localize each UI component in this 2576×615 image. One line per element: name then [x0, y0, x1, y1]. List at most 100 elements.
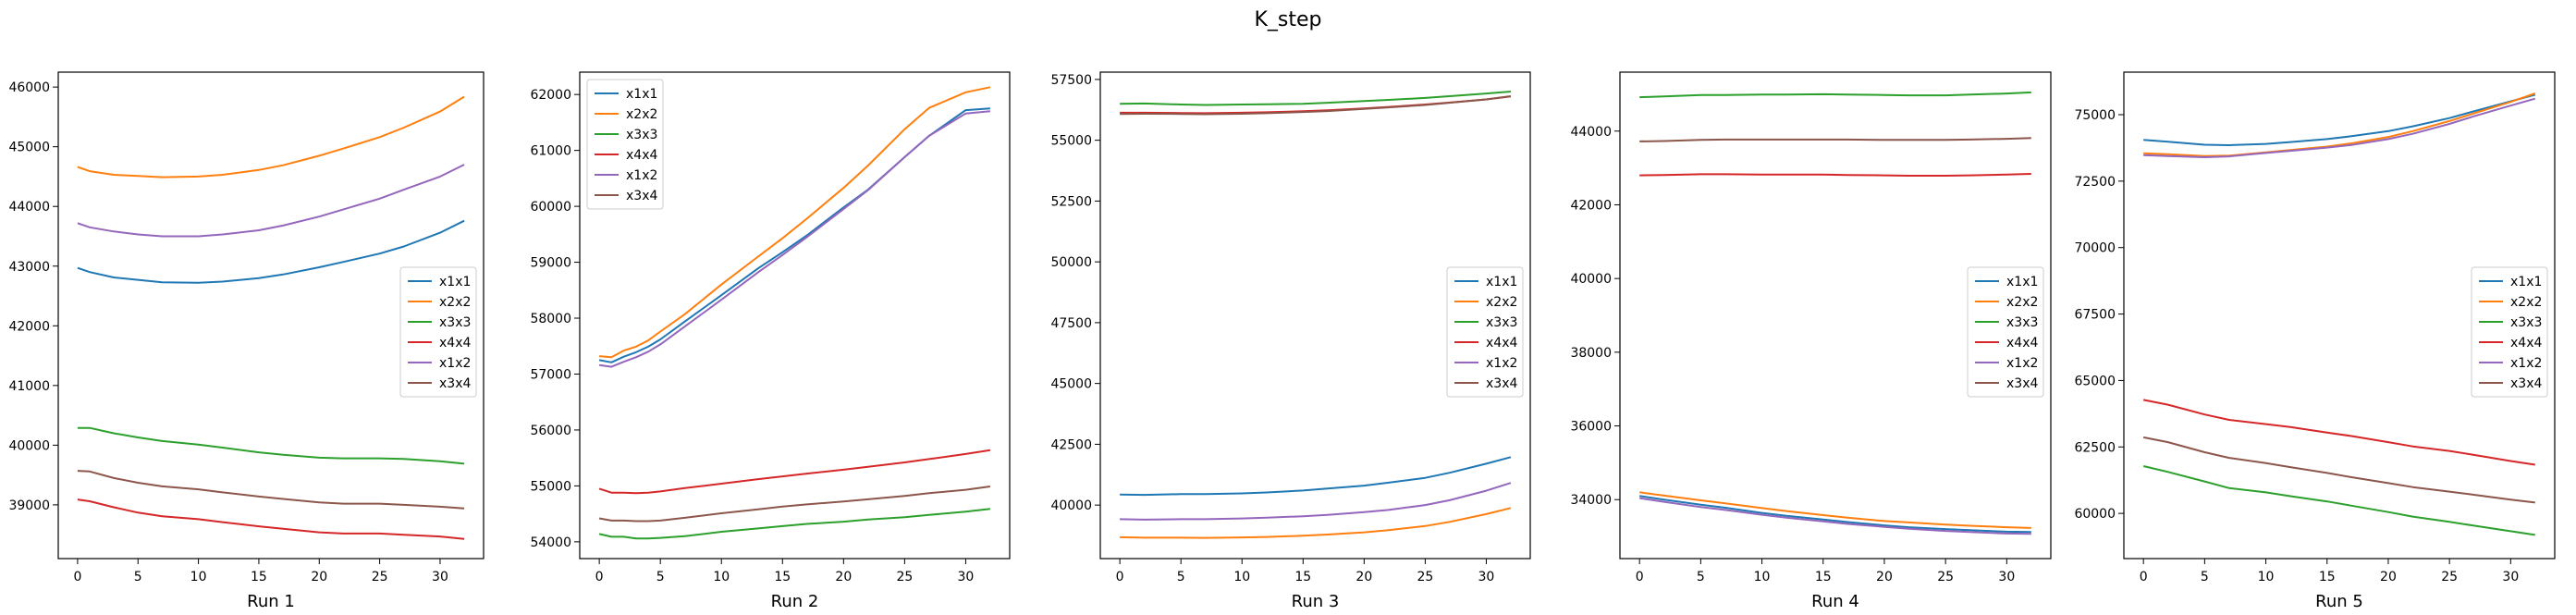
y-tick-label: 40000 — [8, 438, 50, 453]
x-tick-label: 10 — [2258, 570, 2275, 584]
series-line-x2x2 — [2143, 92, 2536, 157]
y-tick-label: 54000 — [530, 535, 571, 550]
legend-label: x4x4 — [2006, 336, 2038, 351]
legend-label: x4x4 — [626, 148, 657, 163]
legend-label: x1x2 — [626, 168, 657, 183]
x-tick-label: 15 — [1815, 570, 1832, 584]
axes-frame — [57, 71, 485, 560]
legend-label: x1x1 — [439, 275, 471, 289]
legend-label: x1x1 — [2006, 275, 2038, 289]
y-tick-label: 44000 — [8, 200, 50, 215]
x-tick-label: 25 — [896, 570, 913, 584]
y-tick-label: 65000 — [2074, 374, 2116, 388]
x-tick-label: 20 — [311, 570, 327, 584]
x-axis-label: Run 2 — [771, 592, 819, 611]
y-tick-label: 62000 — [530, 88, 571, 103]
series-line-x4x4 — [77, 498, 465, 540]
y-tick-label: 42500 — [1050, 437, 1092, 452]
chart-panel-5: 0 5 10 15 20 25 30 60000 62500 65000 67500 70000 725… — [2074, 71, 2556, 611]
y-tick-label: 60000 — [530, 200, 571, 215]
legend-label: x1x1 — [1486, 275, 1517, 289]
legend-box — [1446, 266, 1524, 398]
series-line-x3x3 — [598, 508, 991, 540]
legend-label: x3x4 — [439, 376, 471, 391]
x-axis-label: Run 5 — [2315, 592, 2363, 611]
series-line-x3x4 — [1120, 95, 1512, 116]
y-tick-label: 36000 — [1570, 420, 1612, 435]
legend-label: x2x2 — [2006, 295, 2038, 310]
legend-box — [1967, 266, 2044, 398]
series-line-x2x2 — [77, 95, 465, 178]
legend-label: x1x2 — [2006, 356, 2038, 371]
x-tick-label: 10 — [190, 570, 207, 584]
y-tick-label: 44000 — [1570, 125, 1612, 140]
y-tick-label: 40000 — [1570, 272, 1612, 287]
x-tick-label: 15 — [2319, 570, 2336, 584]
x-tick-label: 0 — [1116, 570, 1124, 584]
axes-frame — [1619, 71, 2052, 560]
y-tick-label: 70000 — [2074, 241, 2116, 256]
legend-label: x2x2 — [626, 107, 657, 122]
legend-label: x2x2 — [1486, 295, 1517, 310]
y-tick-label: 39000 — [8, 498, 50, 513]
series-line-x3x3 — [77, 426, 465, 465]
series-line-x3x4 — [77, 470, 465, 510]
y-tick-label: 42000 — [1570, 198, 1612, 213]
legend-label: x1x2 — [1486, 356, 1517, 371]
series-line-x1x2 — [598, 110, 990, 368]
y-tick-label: 58000 — [530, 312, 571, 326]
series-line-x1x2 — [77, 164, 465, 238]
y-tick-label: 50000 — [1050, 255, 1092, 270]
legend-label: x1x1 — [626, 87, 657, 102]
y-tick-label: 57500 — [1050, 73, 1092, 88]
x-tick-label: 25 — [2441, 570, 2458, 584]
x-tick-label: 20 — [1355, 570, 1372, 584]
series-line-x1x1 — [2143, 93, 2536, 146]
y-tick-label: 57000 — [530, 367, 571, 382]
y-tick-label: 40000 — [1050, 498, 1092, 513]
legend-label: x3x3 — [1486, 315, 1517, 330]
y-tick-label: 42000 — [8, 319, 50, 334]
series-line-x1x2 — [2143, 97, 2536, 158]
x-tick-label: 15 — [1294, 570, 1311, 584]
series-line-x3x3 — [1639, 91, 2031, 99]
legend-box — [586, 79, 664, 210]
y-tick-label: 72500 — [2074, 175, 2116, 190]
y-tick-label: 56000 — [530, 424, 571, 438]
chart-panels: 0 5 10 15 20 25 30 39000 40000 41000 42000 43000 440… — [8, 71, 2556, 611]
legend-label: x2x2 — [439, 295, 471, 310]
y-tick-label: 34000 — [1570, 493, 1612, 508]
y-tick-label: 59000 — [530, 256, 571, 271]
x-axis-label: Run 4 — [1811, 592, 1859, 611]
legend: x1x1 x2x2 x3x3 x4x4 x1x2 x3x4 — [1446, 266, 1524, 398]
legend-label: x3x3 — [2510, 315, 2542, 330]
legend: x1x1 x2x2 x3x3 x4x4 x1x2 x3x4 — [2471, 266, 2548, 398]
series-line-x1x1 — [77, 219, 465, 284]
legend-label: x3x4 — [626, 189, 657, 203]
legend: x1x1 x2x2 x3x3 x4x4 x1x2 x3x4 — [1967, 266, 2044, 398]
legend-label: x2x2 — [2510, 295, 2542, 310]
x-tick-label: 30 — [1478, 570, 1495, 584]
legend-label: x4x4 — [1486, 336, 1517, 351]
x-tick-label: 0 — [595, 570, 604, 584]
series-line-x1x2 — [1639, 497, 2031, 535]
chart-panel-3: 0 5 10 15 20 25 30 40000 42500 45000 47500 50000 525… — [1050, 71, 1531, 611]
x-tick-label: 15 — [251, 570, 267, 584]
axes-frame — [1099, 71, 1531, 560]
x-tick-label: 10 — [1754, 570, 1771, 584]
legend-label: x4x4 — [2510, 336, 2542, 351]
x-tick-label: 30 — [2502, 570, 2519, 584]
legend: x1x1 x2x2 x3x3 x4x4 x1x2 x3x4 — [586, 79, 664, 210]
series-line-x3x3 — [2142, 465, 2535, 536]
series-line-x2x2 — [599, 86, 991, 359]
y-tick-label: 45000 — [8, 141, 50, 155]
y-tick-label: 47500 — [1050, 316, 1092, 331]
x-tick-label: 25 — [1417, 570, 1433, 584]
y-tick-label: 55000 — [1050, 134, 1092, 149]
y-tick-label: 52500 — [1050, 194, 1092, 209]
series-line-x1x1 — [1639, 495, 2031, 534]
x-tick-label: 0 — [1636, 570, 1644, 584]
series-line-x3x4 — [598, 486, 991, 523]
